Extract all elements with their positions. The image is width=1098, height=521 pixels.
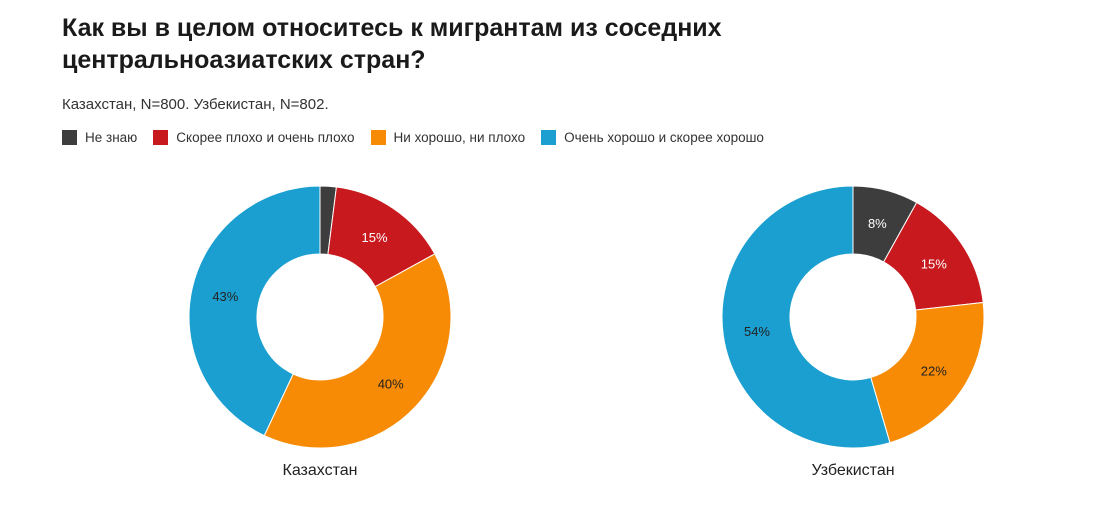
- legend-swatch: [153, 130, 169, 145]
- slice-label: 15%: [921, 256, 947, 271]
- donut-slice: [870, 301, 985, 444]
- donut-slice: [188, 185, 321, 437]
- legend-label: Скорее плохо и очень плохо: [176, 130, 355, 145]
- legend-label: Очень хорошо и скорее хорошо: [564, 130, 764, 145]
- slice-label: 15%: [362, 230, 388, 245]
- donut-slice: [721, 185, 891, 449]
- legend-swatch: [541, 130, 557, 145]
- legend-swatch: [370, 130, 386, 145]
- slice-label: 54%: [744, 324, 770, 339]
- legend-item-neutral: Ни хорошо, ни плохо: [370, 130, 526, 145]
- legend-label: Не знаю: [85, 130, 138, 145]
- legend-item-dont-know: Не знаю: [62, 130, 137, 145]
- slice-label: 43%: [212, 289, 238, 304]
- chart-title: Как вы в целом относитесь к мигрантам из…: [62, 14, 722, 74]
- slice-label: 8%: [868, 216, 887, 231]
- legend-item-bad: Скорее плохо и очень плохо: [153, 130, 355, 145]
- legend-item-good: Очень хорошо и скорее хорошо: [541, 130, 764, 145]
- legend-label: Ни хорошо, ни плохо: [393, 130, 526, 145]
- chart-name-uzbekistan: Узбекистан: [811, 462, 895, 479]
- donut-slice: [263, 253, 452, 449]
- chart-subtitle: Казахстан, N=800. Узбекистан, N=802.: [62, 96, 329, 113]
- slice-label: 22%: [921, 364, 947, 379]
- legend: Не знаю Скорее плохо и очень плохо Ни хо…: [62, 130, 764, 145]
- legend-swatch: [62, 130, 77, 145]
- chart-name-kazakhstan: Казахстан: [282, 462, 358, 479]
- slice-label: 40%: [378, 376, 404, 391]
